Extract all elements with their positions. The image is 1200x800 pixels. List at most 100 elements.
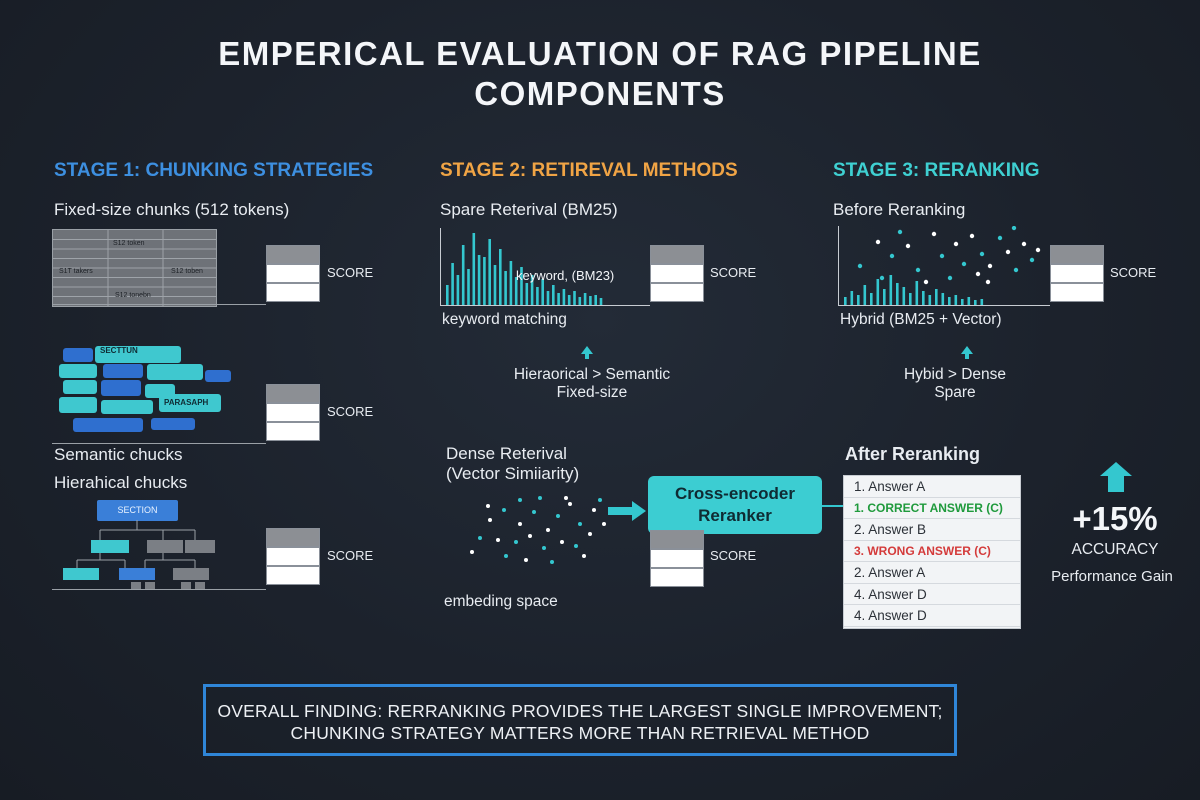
answer-item: 2. Answer B (844, 519, 1020, 541)
hybrid-bar (935, 289, 938, 305)
hybrid-dot (975, 271, 981, 277)
semantic-blob (63, 380, 97, 394)
cross-encoder-reranker: Cross-encoder Reranker (648, 476, 822, 534)
fixed-size-label: Fixed-size chunks (512 tokens) (54, 200, 290, 219)
hybrid-bar (928, 295, 932, 305)
hier-node (147, 540, 183, 553)
sparse-bar (525, 283, 529, 305)
title-line-2: COMPONENTS (474, 75, 726, 112)
embedding-point (528, 534, 532, 538)
hybrid-chart (838, 226, 1050, 306)
hybrid-dot (931, 231, 937, 237)
hybrid-bar (954, 295, 958, 305)
semantic-blob (101, 400, 153, 414)
sparse-bar (514, 277, 518, 305)
embedding-point (518, 498, 522, 502)
hier-node (145, 582, 155, 590)
hybrid-bar (948, 297, 951, 305)
sparse-bar (493, 265, 497, 305)
score-box-fixed (266, 245, 320, 303)
sparse-bar (536, 287, 539, 305)
before-reranking-label: Before Reranking (833, 200, 966, 219)
hier-node (195, 582, 205, 590)
semantic-blob (59, 397, 97, 413)
fixed-cell-3: S12 toben (171, 268, 203, 275)
hybrid-label: Hybrid (BM25 + Vector) (840, 311, 1002, 328)
semantic-chunks-diagram (59, 346, 231, 432)
embedding-point (486, 504, 490, 508)
stage2-ranking: Hieraorical > Semantic Fixed-size (480, 366, 704, 402)
hybrid-dot (961, 261, 967, 267)
fixed-cell-1: S12 token (113, 240, 145, 247)
dense-label: Dense Reterival (Vector Simiiarity) (446, 444, 579, 484)
stage2-heading: STAGE 2: RETIREVAL METHODS (440, 160, 738, 181)
semantic-blob (151, 418, 195, 430)
score-label-hybrid: SCORE (1110, 265, 1157, 280)
sparse-bar (456, 275, 460, 305)
fixed-chunk-grid-lines (53, 230, 216, 306)
hybrid-dot (1035, 247, 1041, 253)
hybrid-dot (1011, 226, 1017, 231)
sparse-bar (520, 267, 523, 305)
right-arrow-icon (608, 501, 646, 521)
dense-label-line1: Dense Reterival (446, 444, 567, 463)
embedding-point (470, 550, 474, 554)
hybrid-dot (905, 243, 911, 249)
hybrid-bar (876, 279, 880, 305)
hier-node (173, 568, 209, 580)
score-box-hybrid (1050, 245, 1104, 303)
embedding-point (574, 544, 578, 548)
baseline-3 (52, 589, 266, 590)
hybrid-bar (922, 291, 925, 305)
hybrid-bar (961, 299, 964, 305)
sparse-bar (552, 285, 555, 305)
embedding-point (556, 514, 560, 518)
hybrid-dot (1013, 267, 1019, 273)
gain-up-arrow-icon (1100, 462, 1132, 492)
hier-node (91, 540, 129, 553)
sparse-bar (467, 269, 470, 305)
sparse-label: Spare Reterival (BM25) (440, 200, 618, 219)
hybrid-dot (889, 253, 895, 259)
hybrid-dot (939, 253, 945, 259)
after-reranking-label: After Reranking (845, 444, 981, 464)
embedding-point (588, 532, 592, 536)
hybrid-dot (1029, 257, 1035, 263)
answer-item: 4. Answer D (844, 584, 1020, 605)
hybrid-dot (1021, 241, 1027, 247)
sparse-bar (573, 291, 576, 305)
fixed-chunk-grid: S12 token S1T takers S12 toben S12 toneb… (52, 229, 217, 307)
embedding-point (538, 496, 542, 500)
hybrid-dot (875, 239, 881, 245)
page-title: EMPERICAL EVALUATION OF RAG PIPELINE COM… (0, 34, 1200, 114)
semantic-blob (59, 364, 97, 378)
hybrid-bar (883, 289, 886, 305)
embedding-point (582, 554, 586, 558)
stage3-ranking-line1: Hybid > Dense (903, 366, 1007, 383)
dense-label-line2: (Vector Simiiarity) (446, 464, 580, 483)
answer-item: 2. Answer A (844, 562, 1020, 584)
hybrid-dot (915, 267, 921, 273)
hier-node (181, 582, 191, 590)
hier-section-node: SECTION (97, 500, 178, 521)
hybrid-bar (967, 297, 971, 305)
cross-encoder-line1: Cross-encoder (675, 484, 795, 503)
embed-caption: embeding space (444, 593, 558, 610)
up-arrow-icon (961, 346, 973, 359)
baseline-2 (52, 443, 266, 444)
keyword-caption: keyword matching (442, 311, 567, 328)
semantic-tag-section: SECTTUN (100, 346, 138, 355)
keyword-overlay: keyword, (BM23) (516, 268, 615, 283)
embedding-point (542, 546, 546, 550)
score-box-hier (266, 528, 320, 586)
semantic-blob (147, 364, 203, 380)
baseline-1 (52, 304, 266, 305)
sparse-bar (499, 249, 502, 305)
sparse-bar (567, 295, 571, 305)
stage3-ranking: Hybid > Dense Spare (880, 366, 1030, 402)
sparse-bar (546, 291, 550, 305)
hybrid-bar (857, 295, 860, 305)
hybrid-dot (897, 229, 903, 235)
hierarchical-label: Hierahical chucks (54, 473, 188, 492)
hybrid-dot (987, 263, 993, 269)
